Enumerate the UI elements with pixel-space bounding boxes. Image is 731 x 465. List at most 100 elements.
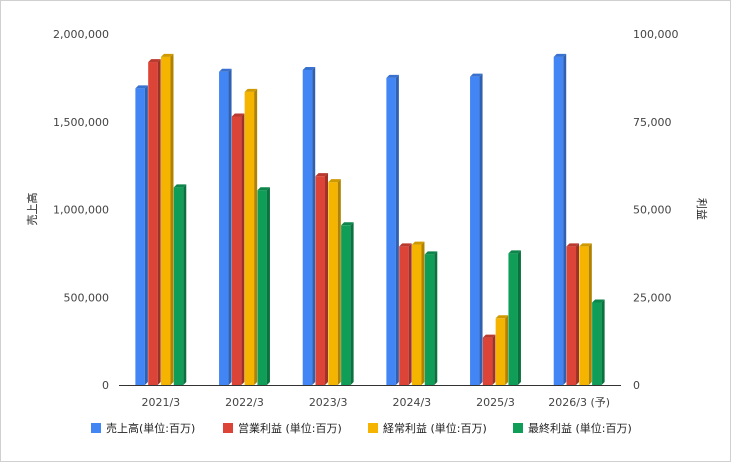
bar-4-4	[424, 251, 438, 385]
bar-front	[399, 246, 409, 385]
bar-front	[508, 253, 518, 385]
legend-label: 営業利益 (単位:百万)	[238, 421, 342, 435]
left-tick-label: 0	[102, 379, 109, 392]
bar-4-5	[508, 250, 521, 385]
right-y-axis: 0 25,000 50,000 75,000 100,000	[633, 28, 679, 392]
bar-side	[576, 243, 580, 385]
bar-side	[492, 334, 496, 385]
left-tick-label: 1,500,000	[53, 116, 109, 129]
bar-top	[173, 184, 187, 188]
right-axis-title: 利益	[695, 198, 709, 220]
x-tick-label: 2021/3	[141, 396, 180, 409]
bar-top	[399, 243, 412, 247]
bar-top	[386, 74, 399, 78]
bar-front	[424, 254, 435, 385]
bar-front	[341, 225, 351, 385]
bar-2-4	[399, 243, 412, 385]
bar-side	[266, 187, 270, 385]
bar-top	[482, 334, 496, 338]
bar-side	[479, 73, 483, 386]
bar-side	[350, 222, 354, 385]
bar-top	[257, 187, 270, 191]
legend-swatch	[223, 423, 233, 433]
bar-front	[160, 56, 171, 385]
left-axis-title: 売上高	[25, 193, 39, 226]
bar-front	[495, 318, 506, 385]
bars-group	[135, 53, 605, 386]
bar-2-1	[148, 59, 161, 386]
bar-front	[148, 62, 158, 386]
legend-label: 売上高(単位:百万)	[106, 421, 195, 435]
bar-1-3	[302, 66, 316, 385]
bar-side	[157, 59, 161, 385]
bar-front	[257, 190, 267, 385]
bar-top	[579, 243, 592, 247]
bar-top	[495, 315, 509, 319]
bar-side	[170, 53, 174, 385]
bar-2-5	[482, 334, 496, 385]
legend-label: 経常利益 (単位:百万)	[383, 421, 487, 435]
bar-top	[135, 85, 148, 89]
bar-top	[231, 113, 245, 117]
bar-front	[482, 337, 493, 385]
bar-side	[505, 315, 509, 385]
bar-front	[411, 244, 422, 385]
bar-top	[341, 222, 354, 226]
left-tick-label: 1,000,000	[53, 204, 109, 217]
bar-top	[424, 251, 438, 255]
bar-3-5	[495, 315, 509, 385]
bar-front	[302, 69, 313, 385]
legend-item-2: 営業利益 (単位:百万)	[223, 421, 342, 435]
bar-side	[312, 66, 316, 385]
left-tick-label: 500,000	[64, 291, 110, 304]
bar-1-2	[219, 68, 232, 386]
bar-3-1	[160, 53, 174, 385]
bar-4-2	[257, 187, 270, 385]
bar-front	[231, 116, 242, 386]
bar-front	[470, 76, 480, 386]
bar-side	[588, 243, 592, 385]
right-tick-label: 0	[633, 379, 640, 392]
bar-2-3	[315, 173, 329, 385]
x-tick-label: 2022/3	[225, 396, 264, 409]
bar-3-6	[579, 243, 592, 385]
bar-1-6	[553, 53, 567, 385]
x-tick-label: 2025/3	[476, 396, 515, 409]
bar-front	[553, 56, 564, 385]
bar-front	[579, 246, 589, 385]
bar-top	[160, 53, 174, 57]
bar-top	[219, 68, 232, 72]
x-axis: 2021/3 2022/3 2023/3 2024/3 2025/3 2026/3 (予)	[141, 396, 610, 409]
bar-3-4	[411, 241, 425, 385]
legend-item-1: 売上高(単位:百万)	[91, 421, 195, 435]
bar-top	[553, 53, 567, 57]
bar-2-6	[566, 243, 580, 385]
right-tick-label: 25,000	[633, 291, 672, 304]
bar-front	[244, 91, 255, 385]
bar-top	[508, 250, 521, 254]
bar-front	[566, 246, 577, 385]
bar-front	[386, 77, 396, 385]
bar-side	[325, 173, 329, 385]
legend-swatch	[368, 423, 378, 433]
bar-side	[421, 241, 425, 385]
bar-front	[219, 71, 229, 386]
bar-side	[144, 85, 148, 385]
bar-side	[228, 68, 232, 386]
bar-side	[601, 299, 605, 385]
bar-top	[315, 173, 329, 177]
x-tick-label: 2024/3	[392, 396, 431, 409]
bar-4-6	[592, 299, 605, 385]
bar-front	[328, 182, 338, 385]
bar-top	[411, 241, 425, 245]
bar-side	[434, 251, 438, 385]
legend-swatch	[513, 423, 523, 433]
legend: 売上高(単位:百万) 営業利益 (単位:百万) 経常利益 (単位:百万) 最終利益 (…	[91, 421, 632, 435]
bar-1-5	[470, 73, 483, 386]
legend-item-3: 経常利益 (単位:百万)	[368, 421, 487, 435]
bar-top	[302, 66, 316, 70]
right-tick-label: 100,000	[633, 28, 679, 41]
bar-side	[337, 179, 341, 385]
bar-1-1	[135, 85, 148, 385]
